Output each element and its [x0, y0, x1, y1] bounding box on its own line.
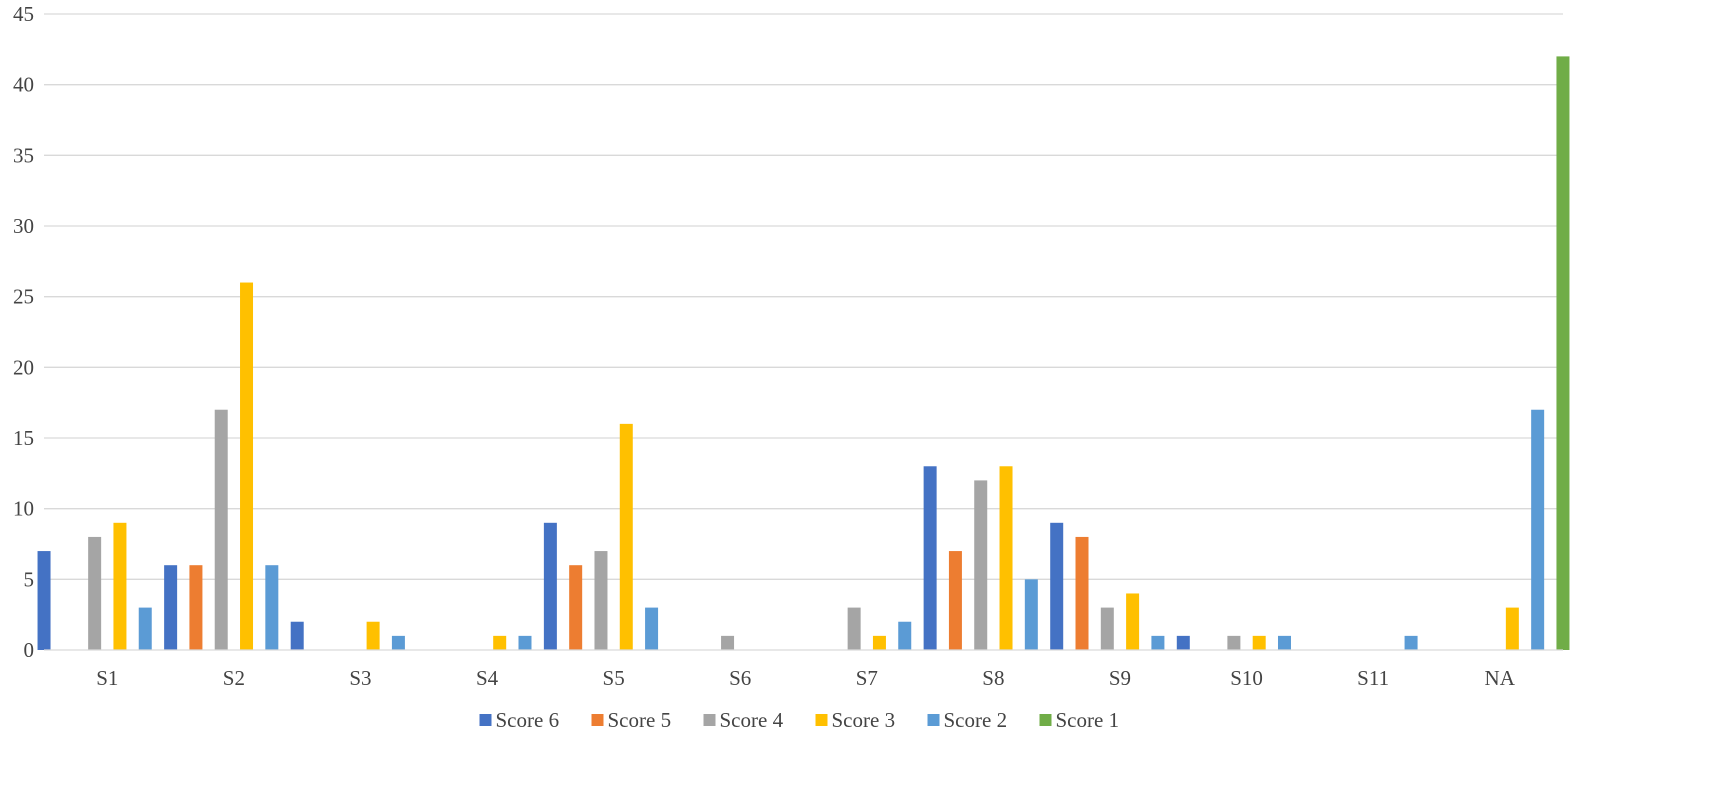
bar [1050, 522, 1064, 650]
x-tick-label: S11 [1357, 666, 1389, 690]
x-tick-label: S9 [1109, 666, 1131, 690]
bar [923, 466, 937, 650]
gridlines [44, 13, 1563, 580]
legend-item: Score 1 [1039, 708, 1120, 732]
bar [214, 409, 228, 650]
legend-swatch [591, 714, 604, 726]
y-tick-label: 40 [13, 73, 34, 97]
y-tick-label: 45 [13, 2, 34, 26]
legend-label: Score 5 [608, 708, 672, 732]
bar [898, 621, 912, 650]
legend-swatch [1039, 714, 1052, 726]
bar [88, 536, 102, 650]
y-tick-label: 0 [24, 638, 35, 662]
y-tick-label: 25 [13, 285, 34, 309]
bar [265, 565, 279, 650]
legend-swatch [703, 714, 716, 726]
bar [1100, 607, 1114, 650]
legend-label: Score 4 [720, 708, 784, 732]
x-tick-label: S5 [603, 666, 625, 690]
bar [138, 607, 152, 650]
bar [1126, 593, 1140, 650]
bar [1075, 536, 1089, 650]
bar [1556, 56, 1570, 650]
bar [366, 621, 380, 650]
y-tick-label: 10 [13, 497, 34, 521]
x-axis: S1 S2 S3 S4 S5 S6 S7 S8 S9 S10 S11 NA [44, 649, 1563, 690]
bar [1024, 579, 1038, 650]
bar [189, 565, 203, 650]
bar [391, 635, 405, 650]
legend-label: Score 6 [496, 708, 560, 732]
bar [948, 551, 962, 650]
legend-swatch [479, 714, 492, 726]
y-tick-label: 15 [13, 426, 34, 450]
x-tick-label: S6 [729, 666, 751, 690]
bar [974, 480, 988, 650]
bar [1531, 409, 1545, 650]
bar [847, 607, 861, 650]
bar [619, 423, 633, 650]
bars [37, 56, 1570, 650]
bar [1277, 635, 1291, 650]
legend-item: Score 3 [815, 708, 896, 732]
bar [37, 551, 51, 650]
bar [290, 621, 304, 650]
legend-label: Score 3 [832, 708, 896, 732]
bar [645, 607, 659, 650]
bar [518, 635, 532, 650]
x-tick-label: NA [1485, 666, 1516, 690]
x-tick-label: S7 [856, 666, 878, 690]
legend: Score 6 Score 5 Score 4 Score 3 Score 2 Score… [479, 708, 1120, 732]
bar [493, 635, 507, 650]
bar [721, 635, 735, 650]
bar [1505, 607, 1519, 650]
x-tick-label: S1 [96, 666, 118, 690]
bar [999, 466, 1013, 650]
bar [164, 565, 178, 650]
legend-swatch [927, 714, 940, 726]
legend-label: Score 2 [944, 708, 1008, 732]
bar [1176, 635, 1190, 650]
bar [594, 551, 608, 650]
legend-item: Score 4 [703, 708, 784, 732]
bar [1252, 635, 1266, 650]
bar [1227, 635, 1241, 650]
y-tick-label: 5 [24, 567, 35, 591]
y-tick-label: 35 [13, 143, 34, 167]
legend-swatch [815, 714, 828, 726]
legend-label: Score 1 [1056, 708, 1120, 732]
bar [113, 522, 127, 650]
legend-item: Score 6 [479, 708, 560, 732]
bar [543, 522, 557, 650]
x-tick-label: S4 [476, 666, 499, 690]
bar [1404, 635, 1418, 650]
x-tick-label: S8 [982, 666, 1004, 690]
y-tick-label: 20 [13, 355, 34, 379]
bar [240, 282, 254, 650]
legend-item: Score 5 [591, 708, 672, 732]
x-tick-label: S10 [1230, 666, 1263, 690]
y-tick-label: 30 [13, 214, 34, 238]
x-tick-label: S3 [349, 666, 371, 690]
y-axis-tick-labels: 0 5 10 15 20 25 30 35 40 45 [13, 2, 34, 662]
legend-item: Score 2 [927, 708, 1008, 732]
bar [569, 565, 583, 650]
bar [872, 635, 886, 650]
x-tick-label: S2 [223, 666, 245, 690]
bar [1151, 635, 1165, 650]
